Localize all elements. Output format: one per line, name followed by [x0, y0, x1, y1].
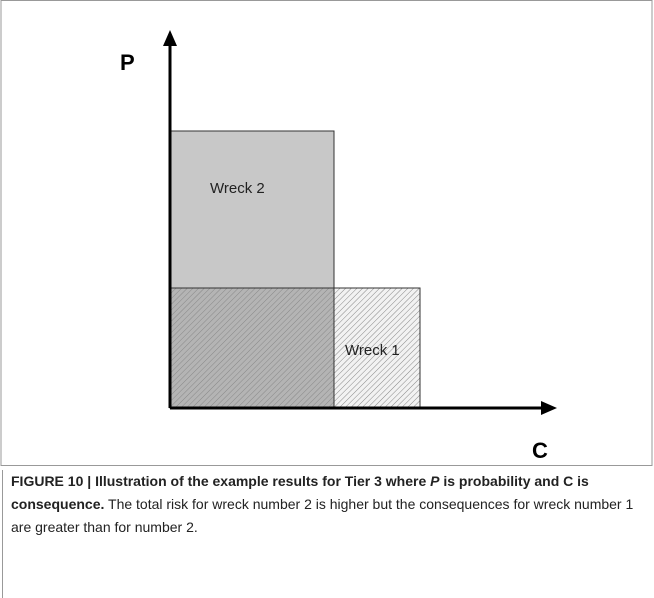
x-arrow — [541, 401, 557, 415]
caption-title: is probability and C is consequence. — [11, 473, 589, 512]
hatch — [169, 287, 421, 409]
caption-title-italic: P — [430, 473, 440, 489]
frame — [0, 0, 653, 466]
caption-title: Illustration of the example results for … — [95, 473, 427, 489]
caption-label: FIGURE 10 | — [11, 473, 92, 489]
figure: P C Wreck 2 Wreck 1 — [0, 0, 653, 466]
region-label: Wreck 1 — [345, 342, 400, 359]
y-axis-label: P — [120, 50, 135, 75]
caption-text: The total risk for wreck number 2 is hig… — [11, 496, 634, 535]
x-axis-label: C — [532, 438, 548, 463]
y-arrow — [163, 30, 177, 46]
region-label: Wreck 2 — [210, 180, 265, 197]
caption: FIGURE 10 | Illustration of the example … — [2, 470, 638, 598]
